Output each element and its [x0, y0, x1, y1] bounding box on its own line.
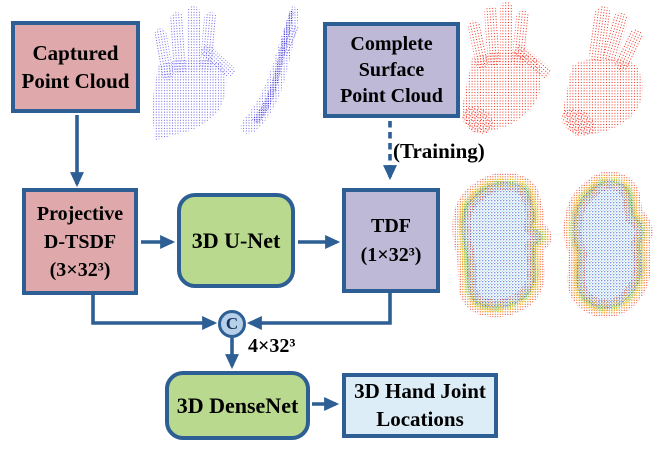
complete-hand-bent-illustration	[561, 6, 643, 136]
node-3d-unet: 3D U-Net	[177, 193, 295, 288]
node-unet-label: 3D U-Net	[191, 227, 281, 253]
concat-symbol: C	[225, 314, 239, 333]
node-densenet-label: 3D DenseNet	[176, 392, 299, 418]
node-complete-surface-point-cloud: Complete Surface Point Cloud	[323, 22, 460, 118]
node-tdf-label: TDF (1×32³)	[360, 214, 422, 266]
concat-node: C	[218, 310, 246, 338]
node-projective-label: Projective D-TSDF (3×32³)	[36, 202, 124, 281]
node-3d-hand-joint-locations: 3D Hand Joint Locations	[342, 373, 498, 438]
arrow-projective-to-concat	[91, 294, 218, 330]
arrow-tdf-to-concat	[246, 292, 392, 330]
connectors	[70, 115, 397, 411]
node-complete-label: Complete Surface Point Cloud	[340, 33, 443, 107]
tdf-volume-bent-hand-illustration	[563, 171, 653, 318]
tdf-volume-open-hand-illustration	[452, 172, 552, 318]
captured-hand-side-view-illustration	[240, 6, 299, 134]
node-3d-densenet: 3D DenseNet	[165, 371, 310, 440]
node-tdf: TDF (1×32³)	[342, 188, 440, 293]
node-captured-point-cloud: Captured Point Cloud	[11, 21, 140, 113]
concat-output-size-label: 4×32³	[248, 335, 296, 357]
node-output-label: 3D Hand Joint Locations	[354, 379, 486, 431]
node-captured-label: Captured Point Cloud	[21, 40, 130, 93]
node-projective-dtsdf: Projective D-TSDF (3×32³)	[22, 188, 138, 295]
training-label: (Training)	[393, 139, 485, 163]
complete-hand-open-illustration	[462, 2, 551, 134]
captured-hand-front-view-illustration	[152, 6, 236, 140]
